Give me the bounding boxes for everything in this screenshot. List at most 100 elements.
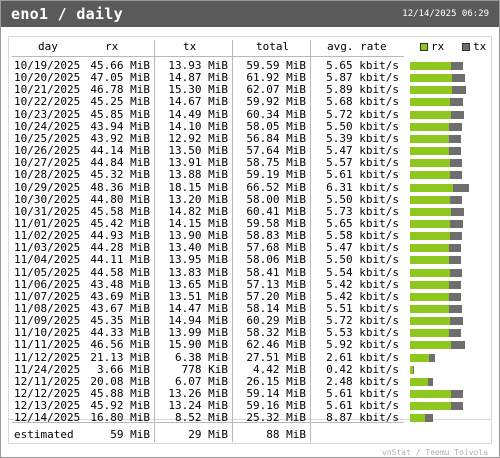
row-rx: 44.11 MiB bbox=[90, 253, 150, 266]
row-rx: 44.33 MiB bbox=[90, 326, 150, 339]
row-avg-rate: 5.51 kbit/s bbox=[326, 302, 399, 315]
row-total: 59.92 MiB bbox=[246, 95, 306, 108]
row-tx: 13.99 MiB bbox=[168, 326, 228, 339]
row-tx: 14.67 MiB bbox=[168, 95, 228, 108]
row-tx: 14.82 MiB bbox=[168, 205, 228, 218]
row-avg-rate: 5.92 kbit/s bbox=[326, 338, 399, 351]
row-tx: 13.93 MiB bbox=[168, 59, 228, 72]
row-tx: 14.94 MiB bbox=[168, 314, 228, 327]
row-avg-rate: 2.61 kbit/s bbox=[326, 351, 399, 364]
row-rx: 47.05 MiB bbox=[90, 71, 150, 84]
rx-bar bbox=[410, 135, 449, 143]
tx-bar bbox=[451, 390, 463, 398]
row-day: 11/24/2025 bbox=[14, 363, 81, 376]
tx-bar bbox=[449, 293, 461, 301]
row-total: 58.00 MiB bbox=[246, 193, 306, 206]
row-avg-rate: 5.42 kbit/s bbox=[326, 278, 399, 291]
row-rx: 43.69 MiB bbox=[90, 290, 150, 303]
row-day: 11/06/2025 bbox=[14, 278, 81, 291]
row-tx: 15.90 MiB bbox=[168, 338, 228, 351]
row-avg-rate: 8.87 kbit/s bbox=[326, 411, 399, 424]
row-avg-rate: 5.61 kbit/s bbox=[326, 387, 399, 400]
row-day: 10/31/2025 bbox=[14, 205, 81, 218]
est-separator-tx-total bbox=[232, 422, 233, 442]
row-avg-rate: 5.57 kbit/s bbox=[326, 156, 399, 169]
row-tx: 8.52 MiB bbox=[175, 411, 228, 424]
row-day: 11/09/2025 bbox=[14, 314, 81, 327]
tx-bar bbox=[425, 414, 433, 422]
tx-bar bbox=[453, 184, 469, 192]
row-avg-rate: 5.68 kbit/s bbox=[326, 95, 399, 108]
row-day: 12/11/2025 bbox=[14, 375, 81, 388]
estimated-total: 88 MiB bbox=[266, 428, 306, 441]
row-day: 11/02/2025 bbox=[14, 229, 81, 242]
row-total: 62.46 MiB bbox=[246, 338, 306, 351]
row-total: 58.41 MiB bbox=[246, 266, 306, 279]
row-tx: 13.20 MiB bbox=[168, 193, 228, 206]
tx-bar bbox=[451, 62, 463, 70]
row-day: 12/14/2025 bbox=[14, 411, 81, 424]
row-rx: 3.66 MiB bbox=[97, 363, 150, 376]
row-tx: 14.49 MiB bbox=[168, 108, 228, 121]
row-tx: 13.90 MiB bbox=[168, 229, 228, 242]
rx-bar bbox=[410, 220, 450, 228]
row-day: 10/23/2025 bbox=[14, 108, 81, 121]
row-total: 57.13 MiB bbox=[246, 278, 306, 291]
row-day: 11/07/2025 bbox=[14, 290, 81, 303]
row-tx: 6.38 MiB bbox=[175, 351, 228, 364]
row-tx: 778 KiB bbox=[181, 363, 228, 376]
title-bar: eno1 / daily 12/14/2025 06:29 bbox=[1, 1, 499, 27]
vnstat-credit: vnStat / Teemu Toivola bbox=[382, 448, 488, 457]
row-day: 10/29/2025 bbox=[14, 181, 81, 194]
row-day: 10/25/2025 bbox=[14, 132, 81, 145]
column-header-rx: rx bbox=[105, 40, 119, 53]
rx-bar bbox=[410, 378, 428, 386]
row-total: 27.51 MiB bbox=[246, 351, 306, 364]
row-total: 62.07 MiB bbox=[246, 83, 306, 96]
row-total: 58.05 MiB bbox=[246, 120, 306, 133]
rx-bar bbox=[410, 341, 451, 349]
rx-bar bbox=[410, 171, 450, 179]
legend-tx-swatch bbox=[462, 43, 470, 51]
tx-bar bbox=[452, 74, 465, 82]
tx-bar bbox=[450, 159, 462, 167]
row-rx: 45.42 MiB bbox=[90, 217, 150, 230]
row-tx: 13.24 MiB bbox=[168, 399, 228, 412]
tx-bar bbox=[449, 244, 461, 252]
tx-bar bbox=[450, 317, 463, 325]
row-rx: 45.35 MiB bbox=[90, 314, 150, 327]
row-avg-rate: 5.73 kbit/s bbox=[326, 205, 399, 218]
row-total: 58.32 MiB bbox=[246, 326, 306, 339]
row-day: 11/08/2025 bbox=[14, 302, 81, 315]
row-day: 11/03/2025 bbox=[14, 241, 81, 254]
interface-title: eno1 / daily bbox=[11, 5, 123, 23]
column-separator-rx-tx-head bbox=[154, 40, 155, 56]
rx-bar bbox=[410, 208, 451, 216]
estimated-row bbox=[8, 420, 492, 444]
row-total: 59.59 MiB bbox=[246, 59, 306, 72]
row-tx: 13.50 MiB bbox=[168, 144, 228, 157]
row-avg-rate: 5.89 kbit/s bbox=[326, 83, 399, 96]
row-rx: 45.66 MiB bbox=[90, 59, 150, 72]
rx-bar bbox=[410, 184, 453, 192]
rx-bar bbox=[410, 244, 449, 252]
column-header-total: total bbox=[256, 40, 290, 53]
rx-bar bbox=[410, 86, 452, 94]
estimated-label: estimated bbox=[14, 428, 74, 441]
row-day: 10/27/2025 bbox=[14, 156, 81, 169]
est-separator-rx-tx bbox=[154, 422, 155, 442]
row-avg-rate: 5.50 kbit/s bbox=[326, 193, 399, 206]
tx-bar bbox=[450, 98, 463, 106]
row-avg-rate: 5.47 kbit/s bbox=[326, 241, 399, 254]
row-avg-rate: 5.87 kbit/s bbox=[326, 71, 399, 84]
row-avg-rate: 5.72 kbit/s bbox=[326, 314, 399, 327]
tx-bar bbox=[449, 281, 461, 289]
row-rx: 45.32 MiB bbox=[90, 168, 150, 181]
row-tx: 13.83 MiB bbox=[168, 266, 228, 279]
generated-timestamp: 12/14/2025 06:29 bbox=[402, 9, 489, 19]
row-day: 10/30/2025 bbox=[14, 193, 81, 206]
row-total: 60.34 MiB bbox=[246, 108, 306, 121]
tx-bar bbox=[449, 147, 461, 155]
rx-bar bbox=[410, 293, 449, 301]
row-rx: 43.67 MiB bbox=[90, 302, 150, 315]
